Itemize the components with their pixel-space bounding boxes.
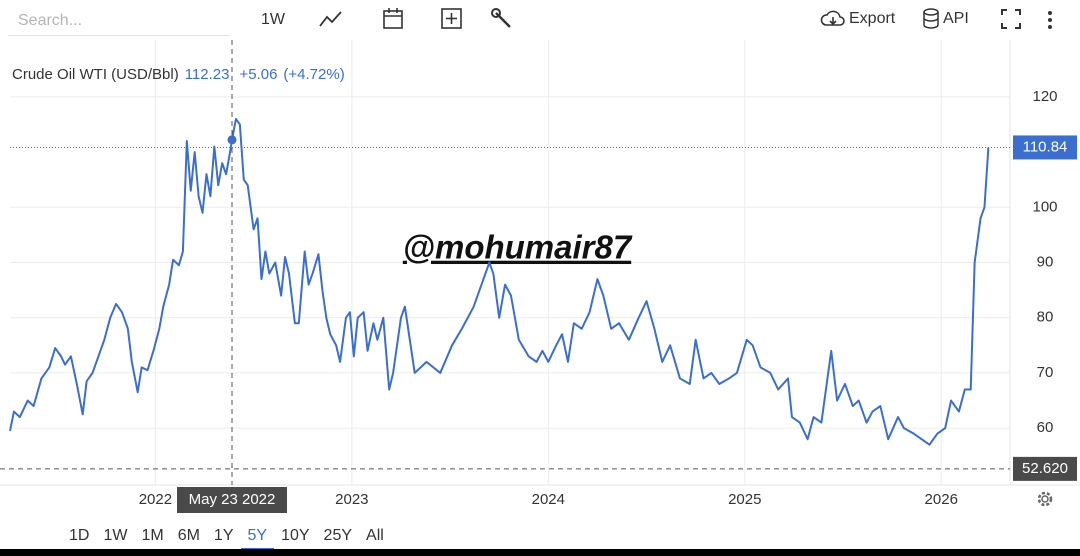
settings-icon[interactable]: [1037, 491, 1053, 507]
chart-header: Crude Oil WTI (USD/Bbl) 112.23 +5.06 (+4.72…: [12, 66, 345, 83]
tools-icon[interactable]: [490, 7, 514, 31]
y-tick-label: 80: [1037, 309, 1054, 326]
crosshair-label: May 23 2022: [189, 491, 276, 508]
low-label: 52.620: [1022, 460, 1068, 477]
range-button[interactable]: 1M: [141, 527, 164, 544]
range-button[interactable]: 10Y: [281, 527, 310, 544]
x-tick-label: 2025: [728, 491, 761, 508]
header-price: 112.23: [184, 66, 230, 83]
y-tick-label: 60: [1037, 419, 1054, 436]
crosshair-label-box: [177, 487, 288, 513]
last-price-tag: [1013, 135, 1077, 160]
y-tick-label: 100: [1032, 198, 1057, 215]
x-tick-label: 2023: [335, 491, 368, 508]
range-button[interactable]: 25Y: [323, 527, 353, 544]
chart: 60 70 80 90 100 120 2022 2023 2024 2025 2026 @mohu…: [0, 40, 1080, 513]
crosshair-dot: [227, 135, 237, 145]
range-button[interactable]: 1W: [103, 527, 128, 544]
last-price-label: 110.84: [1023, 138, 1068, 155]
bottom-bar: [0, 549, 1080, 556]
x-tick-label: 2022: [139, 491, 172, 508]
range-button[interactable]: 1Y: [213, 527, 234, 544]
y-tick-label: 120: [1032, 88, 1057, 105]
y-tick-label: 70: [1037, 364, 1054, 381]
api-button[interactable]: API: [943, 10, 969, 27]
header-change-pct: (+4.72%): [283, 66, 345, 83]
calendar-icon[interactable]: [381, 6, 405, 32]
menu-icon[interactable]: [1042, 9, 1058, 31]
range-button[interactable]: All: [366, 527, 384, 544]
compare-icon[interactable]: [440, 7, 464, 31]
fullscreen-icon[interactable]: [1000, 8, 1022, 30]
chart-title: Crude Oil WTI (USD/Bbl): [12, 66, 179, 83]
range-button[interactable]: 1D: [69, 527, 90, 544]
export-icon[interactable]: [820, 9, 846, 29]
low-tag: [1013, 456, 1077, 481]
range-button[interactable]: 6M: [177, 527, 200, 544]
chart-type-icon[interactable]: [318, 8, 344, 30]
x-tick-label: 2024: [532, 491, 565, 508]
toolbar: Search... 1W Export API: [0, 0, 1080, 40]
export-button[interactable]: Export: [849, 10, 896, 27]
search-input[interactable]: Search...: [8, 6, 230, 36]
x-tick-label: 2026: [925, 491, 958, 508]
y-tick-label: 90: [1037, 253, 1054, 270]
header-change: +5.06: [239, 66, 278, 83]
range-buttons: 1D 1W 1M 6M 1Y 5Y 10Y 25Y All: [62, 524, 391, 550]
range-button[interactable]: 5Y: [240, 524, 275, 550]
api-icon[interactable]: [922, 8, 940, 30]
price-line: [9, 117, 990, 446]
watermark: @mohumair87: [403, 229, 633, 266]
interval-button[interactable]: 1W: [261, 11, 285, 28]
